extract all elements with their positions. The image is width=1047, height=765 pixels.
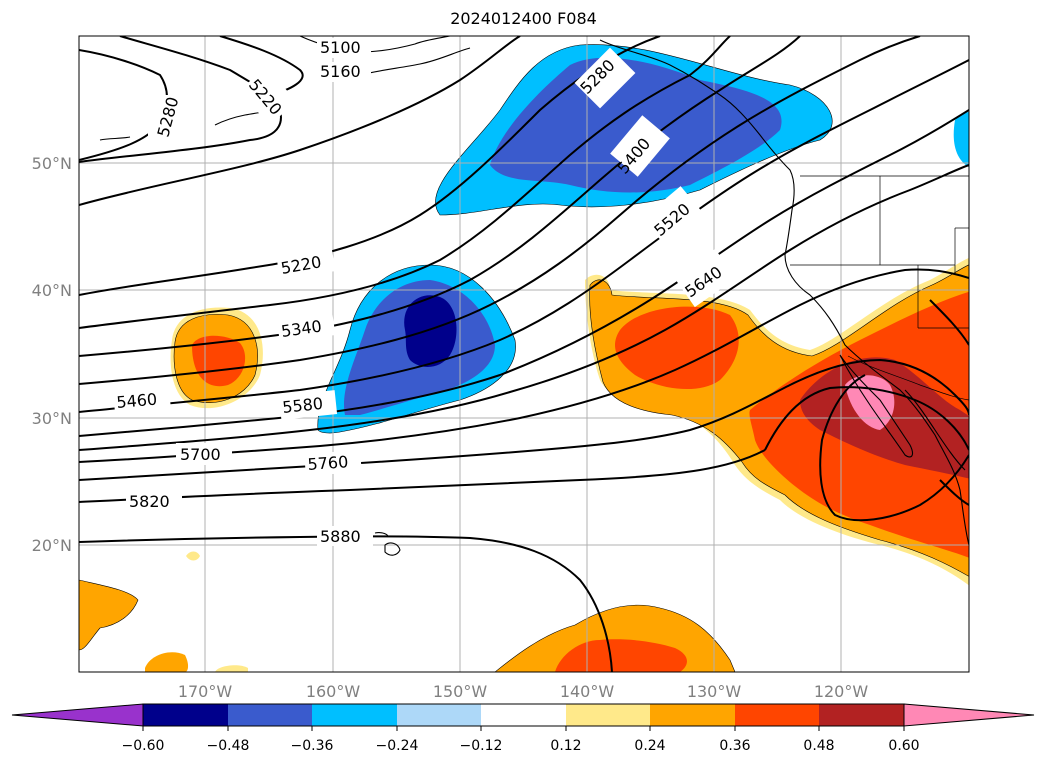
lon-label: 150°W bbox=[433, 682, 488, 701]
lat-label: 40°N bbox=[32, 281, 72, 300]
colorbar-extend-high bbox=[903, 703, 1035, 727]
colorbar-tick-label: 0.24 bbox=[634, 738, 665, 754]
contour-label: 5100 bbox=[320, 38, 361, 57]
colorbar-segment bbox=[143, 704, 228, 726]
colorbar-tick-label: −0.24 bbox=[376, 738, 419, 754]
colorbar-segment bbox=[566, 704, 650, 726]
positive-anomaly-south bbox=[79, 551, 736, 672]
colorbar-segment bbox=[312, 704, 397, 726]
colorbar-segment bbox=[397, 704, 481, 726]
political-borders bbox=[790, 175, 969, 401]
colorbar-segment bbox=[228, 704, 312, 726]
colorbar-tick-label: −0.48 bbox=[207, 738, 250, 754]
contour-label: 5760 bbox=[307, 452, 349, 474]
colorbar-tick-label: 0.60 bbox=[888, 738, 919, 754]
contour-label: 5460 bbox=[116, 390, 158, 412]
colorbar-segment bbox=[481, 704, 566, 726]
map-title: 2024012400 F084 bbox=[450, 9, 597, 28]
height-contours bbox=[79, 36, 969, 672]
map-frame bbox=[78, 35, 970, 673]
lat-label: 30°N bbox=[32, 409, 72, 428]
colorbar-tick-label: 0.48 bbox=[803, 738, 834, 754]
colorbar-segment bbox=[819, 704, 904, 726]
lon-label: 140°W bbox=[560, 682, 615, 701]
colorbar-segment bbox=[735, 704, 819, 726]
contour-label: 5880 bbox=[320, 527, 361, 546]
lon-label: 170°W bbox=[178, 682, 233, 701]
colorbar-tick-label: −0.12 bbox=[460, 738, 503, 754]
map-content: 5100 5160 5280 5220 5280 5400 5520 5640 … bbox=[79, 36, 969, 672]
colorbar: −0.60 −0.48 −0.36 −0.24 −0.12 0.12 0.24 … bbox=[11, 703, 1035, 754]
colorbar-tick-label: 0.12 bbox=[550, 738, 581, 754]
contour-label: 5700 bbox=[180, 445, 221, 464]
latitude-labels: 50°N 40°N 30°N 20°N bbox=[32, 154, 72, 555]
colorbar-segment bbox=[650, 704, 735, 726]
longitude-labels: 170°W 160°W 150°W 140°W 130°W 120°W bbox=[178, 682, 869, 701]
colorbar-outline bbox=[142, 703, 905, 727]
contour-label: 5160 bbox=[320, 62, 361, 81]
contour-label: 5580 bbox=[281, 394, 323, 417]
colorbar-tick-label: 0.36 bbox=[719, 738, 750, 754]
lat-label: 50°N bbox=[32, 154, 72, 173]
contour-labels: 5100 5160 5280 5220 5280 5400 5520 5640 … bbox=[113, 38, 736, 546]
colorbar-tick-label: −0.60 bbox=[122, 738, 165, 754]
lat-label: 20°N bbox=[32, 536, 72, 555]
contour-label: 5820 bbox=[129, 492, 170, 511]
colorbar-extend-low bbox=[11, 703, 144, 727]
lon-label: 160°W bbox=[306, 682, 361, 701]
lon-label: 120°W bbox=[814, 682, 869, 701]
colorbar-tick-label: −0.36 bbox=[291, 738, 334, 754]
lon-label: 130°W bbox=[687, 682, 742, 701]
